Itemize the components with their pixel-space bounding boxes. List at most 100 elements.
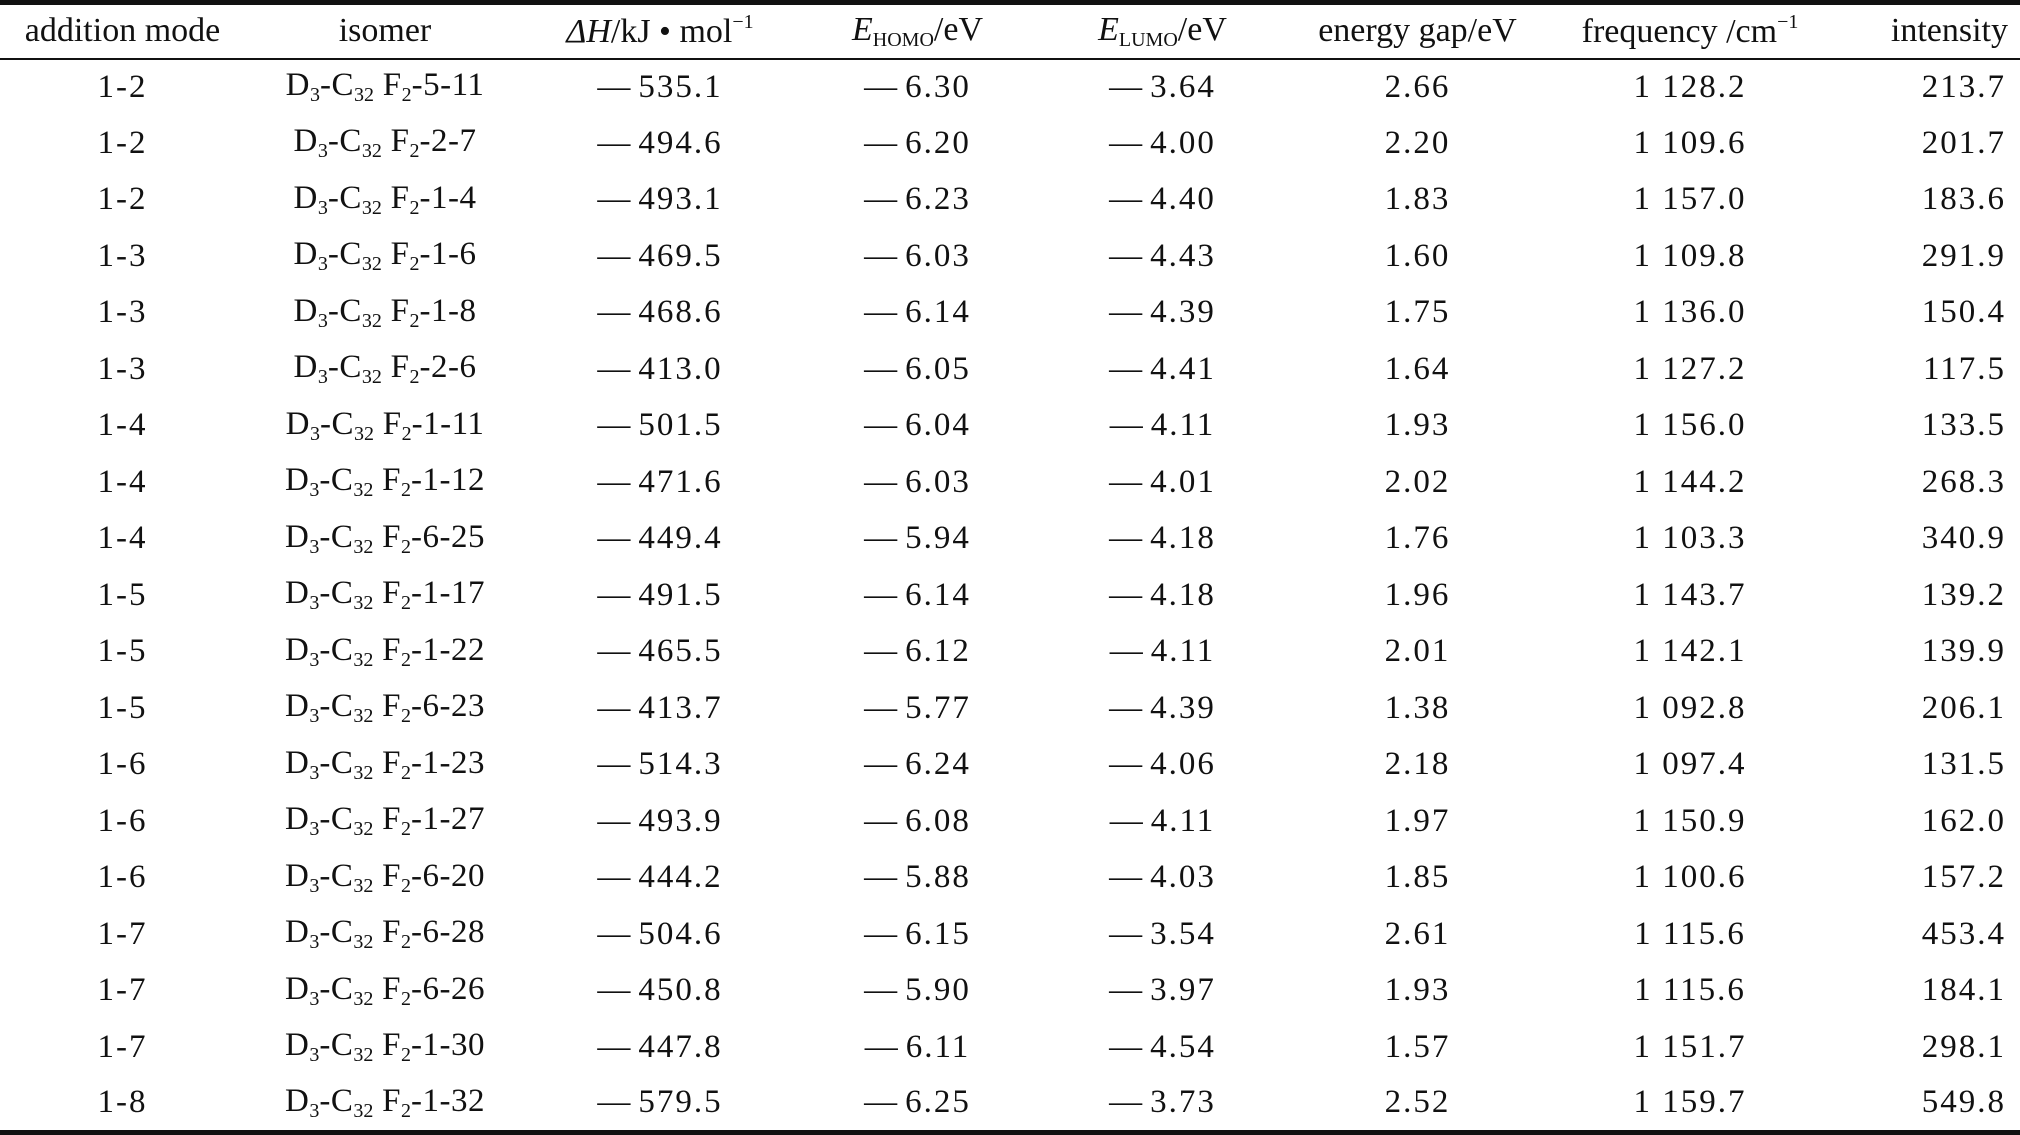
isomer-f-subscript: 2: [400, 479, 411, 502]
isomer-suffix: -1-23: [410, 744, 485, 781]
header-homo-symbol: E: [852, 10, 873, 48]
isomer-suffix: -1-12: [410, 462, 485, 499]
minus-sign: —: [1109, 407, 1145, 444]
cell-homo: —6.14: [795, 567, 1040, 624]
cell-addition-mode: 1-5: [97, 576, 148, 613]
cell-lumo: —4.06: [1040, 737, 1285, 794]
cell-isomer: D3-C32 F2-6-25: [245, 511, 525, 568]
cell-lumo-value: 4.41: [1150, 350, 1216, 387]
minus-sign: —: [1109, 520, 1145, 557]
cell-lumo: —4.11: [1040, 624, 1285, 681]
isomer-suffix: -1-4: [419, 179, 477, 216]
cell-isomer: D3-C32 F2-1-32: [245, 1075, 525, 1135]
header-homo-subscript: HOMO: [872, 28, 934, 51]
header-enthalpy-symbol: ΔH: [566, 13, 611, 51]
cell-homo-value: 6.25: [905, 1084, 971, 1120]
cell-homo: —6.08: [795, 793, 1040, 850]
isomer-c: -C: [319, 688, 354, 725]
header-addition-mode: addition mode: [0, 0, 245, 60]
cell-frequency: 1 136.0: [1633, 294, 1747, 331]
cell-energy-gap: 1.93: [1384, 972, 1451, 1009]
minus-sign: —: [1109, 294, 1145, 331]
cell-lumo: —3.54: [1040, 906, 1285, 963]
cell-homo-value: 5.88: [905, 859, 971, 896]
minus-sign: —: [864, 1028, 900, 1065]
isomer-c: -C: [319, 1027, 354, 1064]
cell-isomer: D3-C32 F2-2-6: [245, 341, 525, 398]
isomer-suffix: -6-26: [410, 970, 485, 1007]
isomer-f: F: [381, 292, 410, 329]
isomer-c-subscript: 32: [353, 84, 374, 107]
cell-isomer: D3-C32 F2-6-28: [245, 906, 525, 963]
isomer-f: F: [373, 857, 401, 894]
isomer-f: F: [373, 914, 401, 951]
isomer-d: D: [285, 688, 310, 725]
cell-homo-value: 6.03: [905, 237, 971, 274]
isomer-c: -C: [319, 405, 354, 442]
isomer-c: -C: [319, 67, 354, 104]
isomer-suffix: -1-8: [419, 292, 477, 329]
cell-energy-gap: 1.57: [1384, 1028, 1451, 1065]
cell-addition-mode: 1-5: [97, 689, 148, 726]
cell-homo: —6.05: [795, 341, 1040, 398]
cell-lumo-value: 3.73: [1150, 1084, 1216, 1120]
cell-frequency: 1 150.9: [1633, 802, 1747, 839]
minus-sign: —: [864, 463, 900, 500]
table-row: 1-4 D3-C32 F2-1-12—471.6—6.03—4.01 2.02 1 1…: [0, 454, 2020, 511]
cell-addition-mode: 1-2: [97, 124, 148, 161]
cell-isomer: D3-C32 F2-1-4: [245, 172, 525, 229]
isomer-c-subscript: 32: [361, 140, 382, 163]
isomer-f-subscript: 2: [401, 422, 412, 445]
isomer-d: D: [285, 914, 310, 951]
minus-sign: —: [597, 746, 633, 783]
cell-enthalpy-value: 501.5: [638, 407, 723, 444]
cell-addition-mode: 1-5: [97, 633, 148, 670]
cell-lumo: —4.43: [1040, 228, 1285, 285]
minus-sign: —: [864, 576, 900, 613]
isomer-suffix: -1-17: [410, 575, 485, 612]
isomer-d-subscript: 3: [317, 196, 328, 219]
cell-lumo-value: 4.18: [1150, 520, 1216, 557]
isomer-c: -C: [319, 518, 354, 555]
minus-sign: —: [1109, 802, 1145, 839]
minus-sign: —: [597, 689, 633, 726]
cell-isomer: D3-C32 F2-6-23: [245, 680, 525, 737]
cell-intensity: 206.1: [1921, 689, 2006, 726]
cell-enthalpy-value: 468.6: [638, 294, 723, 331]
isomer-f: F: [373, 462, 401, 499]
cell-enthalpy: —413.7: [525, 680, 795, 737]
cell-homo-value: 6.12: [905, 633, 971, 670]
minus-sign: —: [1109, 972, 1145, 1009]
isomer-f-subscript: 2: [409, 253, 420, 276]
minus-sign: —: [597, 1084, 633, 1120]
cell-lumo-value: 3.64: [1150, 68, 1216, 105]
cell-homo: —6.30: [795, 59, 1040, 116]
header-energy-gap: energy gap/eV: [1285, 0, 1550, 60]
isomer-d-subscript: 3: [309, 705, 320, 728]
cell-lumo-value: 4.11: [1150, 407, 1216, 444]
isomer-c: -C: [319, 575, 354, 612]
cell-lumo: —4.00: [1040, 115, 1285, 172]
minus-sign: —: [1109, 859, 1145, 896]
cell-enthalpy: —493.9: [525, 793, 795, 850]
isomer-suffix: -1-32: [410, 1082, 485, 1119]
cell-enthalpy-value: 493.1: [638, 181, 723, 218]
cell-enthalpy-value: 491.5: [638, 576, 723, 613]
minus-sign: —: [1109, 68, 1145, 105]
cell-lumo: —4.18: [1040, 567, 1285, 624]
cell-homo-value: 6.14: [905, 294, 971, 331]
cell-homo: —6.03: [795, 228, 1040, 285]
cell-lumo: —4.11: [1040, 793, 1285, 850]
cell-enthalpy-value: 465.5: [638, 633, 723, 670]
isomer-c-subscript: 32: [361, 253, 382, 276]
cell-energy-gap: 2.18: [1384, 746, 1451, 783]
minus-sign: —: [597, 576, 633, 613]
minus-sign: —: [864, 124, 900, 161]
cell-lumo-value: 4.11: [1150, 633, 1216, 670]
cell-lumo-value: 4.18: [1150, 576, 1216, 613]
cell-enthalpy: —465.5: [525, 624, 795, 681]
minus-sign: —: [864, 972, 900, 1009]
isomer-f-subscript: 2: [409, 140, 420, 163]
isomer-c: -C: [327, 236, 362, 273]
isomer-suffix: -2-7: [419, 123, 477, 160]
